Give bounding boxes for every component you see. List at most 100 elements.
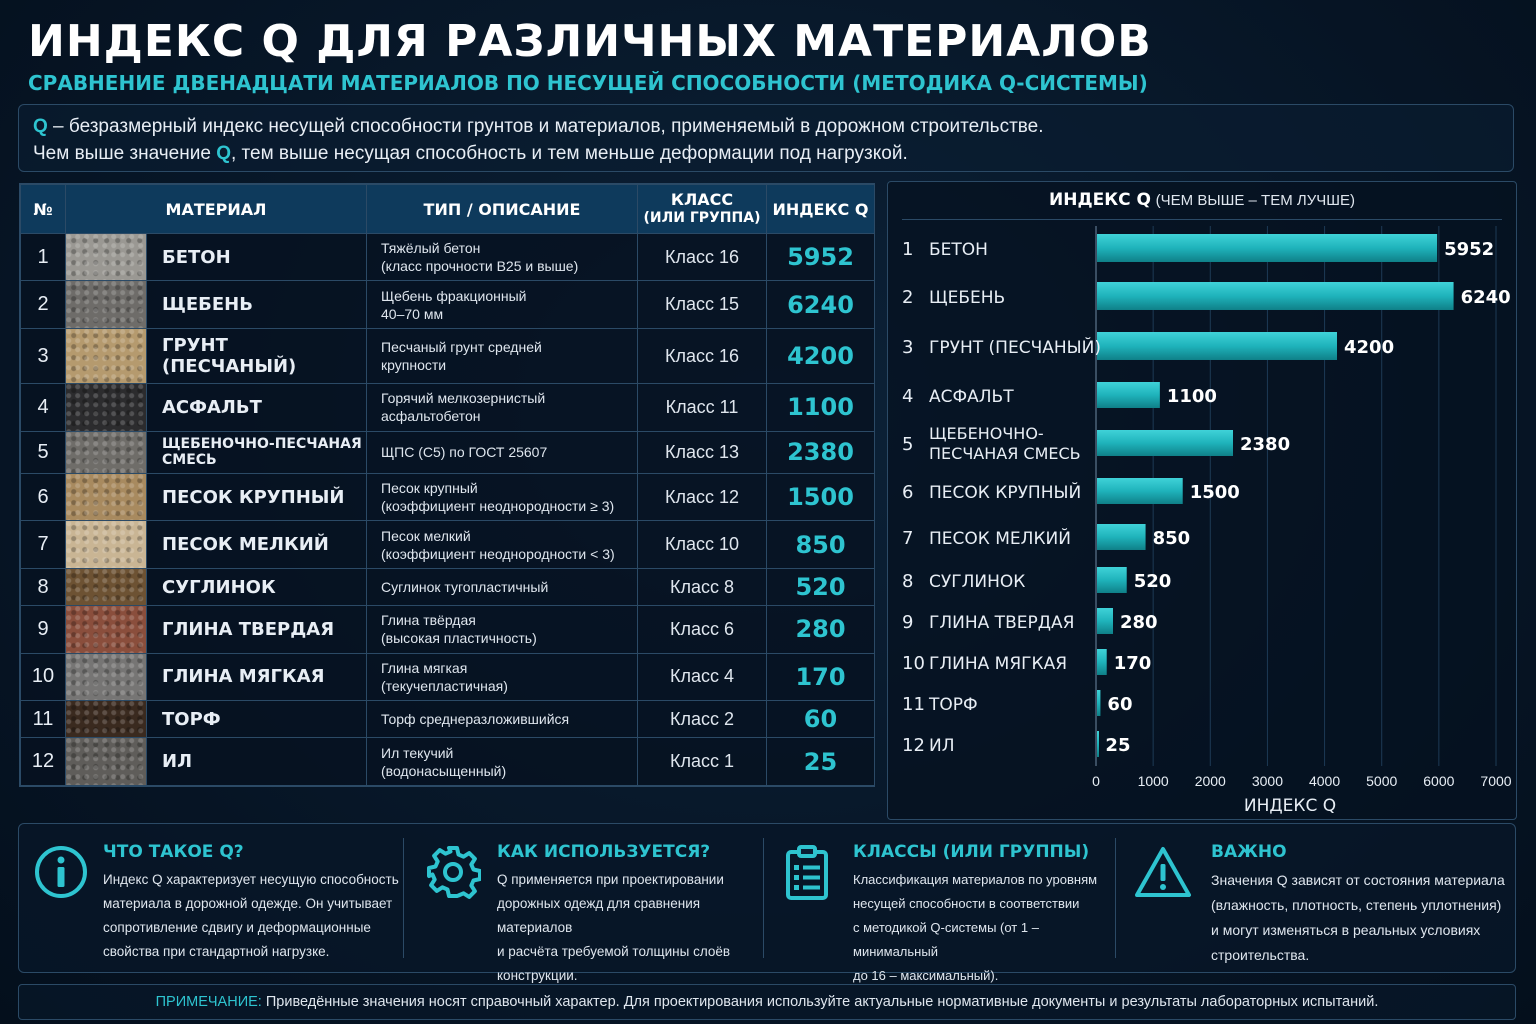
clipboard-icon bbox=[786, 845, 828, 900]
description-line: крупности bbox=[381, 357, 447, 374]
material-description: Глина мягкая (текучепластичная) bbox=[366, 652, 638, 702]
info-text: Значения Q зависят от состояния материал… bbox=[1211, 868, 1505, 968]
description-line: Песчаный грунт средней bbox=[381, 339, 542, 356]
material-class: Класс 8 bbox=[637, 567, 767, 607]
table-row: 6 ПЕСОК КРУПНЫЙ Песок крупный (коэффициент … bbox=[20, 472, 875, 522]
row-number: 10 bbox=[20, 652, 66, 702]
q-value: 5952 bbox=[766, 232, 875, 282]
material-name: ЩЕБЕНОЧНО-ПЕСЧАНАЯ СМЕСЬ bbox=[146, 430, 367, 475]
material-class: Класс 1 bbox=[637, 737, 767, 786]
bar bbox=[1097, 282, 1454, 310]
bar bbox=[1097, 430, 1233, 456]
row-number: 1 bbox=[20, 232, 66, 282]
bar bbox=[1097, 690, 1101, 716]
divider bbox=[1115, 838, 1116, 958]
category-label: ГРУНТ (ПЕСЧАНЫЙ) bbox=[929, 336, 1101, 358]
table-row: 3 ГРУНТ (ПЕСЧАНЫЙ) Песчаный грунт средней к… bbox=[20, 327, 875, 385]
description-line: Торф среднеразложившийся bbox=[381, 711, 570, 728]
category-number: 8 bbox=[902, 571, 913, 592]
info-title: КЛАССЫ (ИЛИ ГРУППЫ) bbox=[853, 842, 1090, 862]
page-title: ИНДЕКС Q ДЛЯ РАЗЛИЧНЫХ МАТЕРИАЛОВ bbox=[28, 16, 1152, 67]
material-texture-image bbox=[66, 653, 146, 701]
material-texture-image bbox=[66, 474, 146, 521]
description-line: (класс прочности B25 и выше) bbox=[381, 258, 579, 275]
category-number: 2 bbox=[902, 287, 913, 308]
q-value: 850 bbox=[766, 520, 875, 569]
row-number: 4 bbox=[20, 383, 66, 432]
description-line: Тяжёлый бетон bbox=[381, 240, 481, 257]
info-title: ВАЖНО bbox=[1211, 842, 1287, 862]
x-tick-label: 4000 bbox=[1309, 773, 1340, 789]
category-label: ПЕСОК КРУПНЫЙ bbox=[929, 481, 1081, 503]
material-swatch bbox=[65, 605, 147, 654]
category-number: 9 bbox=[902, 612, 913, 633]
material-description: Глина твёрдая (высокая пластичность) bbox=[366, 605, 638, 654]
category-label: ИЛ bbox=[929, 736, 955, 756]
bar bbox=[1097, 649, 1107, 675]
info-box-usage: КАК ИСПОЛЬЗУЕТСЯ? Q применяется при прое… bbox=[403, 824, 763, 983]
q-value: 280 bbox=[766, 605, 875, 654]
material-description: Песок мелкий (коэффициент неоднородности … bbox=[366, 520, 638, 569]
material-description: Тяжёлый бетон (класс прочности B25 и выше… bbox=[366, 232, 638, 282]
header-num: № bbox=[20, 184, 66, 234]
info-line: несущей способности в соответствии bbox=[853, 896, 1080, 911]
category-number: 10 bbox=[902, 653, 925, 674]
category-label: ТОРФ bbox=[928, 695, 978, 715]
material-description: Щебень фракционный 40–70 мм bbox=[366, 280, 638, 329]
info-text: Q применяется при проектировании дорожны… bbox=[497, 868, 763, 988]
row-number: 3 bbox=[20, 327, 66, 385]
material-swatch bbox=[65, 232, 147, 282]
gear-icon bbox=[427, 846, 481, 899]
info-line: Классификация материалов по уровням bbox=[853, 872, 1098, 887]
material-name: ЩЕБЕНЬ bbox=[146, 280, 367, 329]
bar bbox=[1097, 608, 1113, 634]
q-symbol: Q bbox=[33, 116, 48, 137]
x-tick-label: 6000 bbox=[1423, 773, 1454, 789]
description-line: (коэффициент неоднородности < 3) bbox=[381, 545, 615, 562]
bar-value-label: 280 bbox=[1120, 612, 1158, 633]
row-number: 6 bbox=[20, 472, 66, 522]
info-title: ЧТО ТАКОЕ Q? bbox=[103, 842, 244, 862]
intro-text-1: – безразмерный индекс несущей способност… bbox=[47, 116, 1044, 137]
info-line: Значения Q зависят от состояния материал… bbox=[1211, 872, 1505, 888]
x-tick-label: 5000 bbox=[1366, 773, 1397, 789]
bar-value-label: 2380 bbox=[1240, 434, 1290, 455]
bar-value-label: 170 bbox=[1114, 653, 1152, 674]
material-swatch bbox=[65, 700, 147, 739]
info-line: материала в дорожной одежде. Он учитывае… bbox=[103, 896, 393, 911]
divider bbox=[763, 838, 764, 958]
q-value: 25 bbox=[766, 737, 875, 786]
material-texture-image bbox=[66, 234, 146, 281]
header-material: МАТЕРИАЛ bbox=[65, 184, 367, 234]
material-name: ПЕСОК КРУПНЫЙ bbox=[146, 472, 367, 522]
bar-value-label: 1100 bbox=[1167, 386, 1217, 407]
bar-value-label: 850 bbox=[1153, 528, 1191, 549]
info-box-classes: КЛАССЫ (ИЛИ ГРУППЫ) Классификация матери… bbox=[763, 824, 1115, 983]
material-class: Класс 11 bbox=[637, 383, 767, 432]
category-label: ЩЕБЕНЬ bbox=[929, 288, 1005, 308]
material-description: Горячий мелкозернистый асфальтобетон bbox=[366, 383, 638, 432]
material-name: ГЛИНА МЯГКАЯ bbox=[146, 652, 367, 702]
info-text: Классификация материалов по уровням несу… bbox=[853, 868, 1115, 988]
material-name: БЕТОН bbox=[146, 232, 367, 282]
description-line: Суглинок тугопластичный bbox=[381, 579, 549, 596]
header-class-line1: КЛАСС bbox=[670, 190, 734, 209]
info-line: свойства при стандартной нагрузке. bbox=[103, 944, 330, 959]
warning-icon bbox=[1135, 847, 1191, 897]
material-name: ПЕСОК МЕЛКИЙ bbox=[146, 520, 367, 569]
description-line: Песок крупный bbox=[381, 480, 478, 497]
intro-line-1: Q – безразмерный индекс несущей способно… bbox=[33, 113, 1499, 140]
x-axis-label: ИНДЕКС Q bbox=[1244, 796, 1336, 816]
category-label: ПЕСЧАНАЯ СМЕСЬ bbox=[929, 444, 1081, 463]
material-name: ГЛИНА ТВЕРДАЯ bbox=[146, 605, 367, 654]
category-number: 3 bbox=[902, 337, 913, 358]
material-class: Класс 10 bbox=[637, 520, 767, 569]
material-swatch bbox=[65, 383, 147, 432]
bar bbox=[1097, 731, 1099, 757]
divider bbox=[403, 838, 404, 958]
q-value: 2380 bbox=[766, 430, 875, 475]
chart-title: ИНДЕКС Q (ЧЕМ ВЫШЕ – ТЕМ ЛУЧШЕ) bbox=[888, 190, 1516, 210]
category-label: АСФАЛЬТ bbox=[929, 387, 1014, 407]
intro-text-2a: Чем выше значение bbox=[33, 143, 217, 164]
page-subtitle: СРАВНЕНИЕ ДВЕНАДЦАТИ МАТЕРИАЛОВ ПО НЕСУЩ… bbox=[28, 71, 1148, 95]
